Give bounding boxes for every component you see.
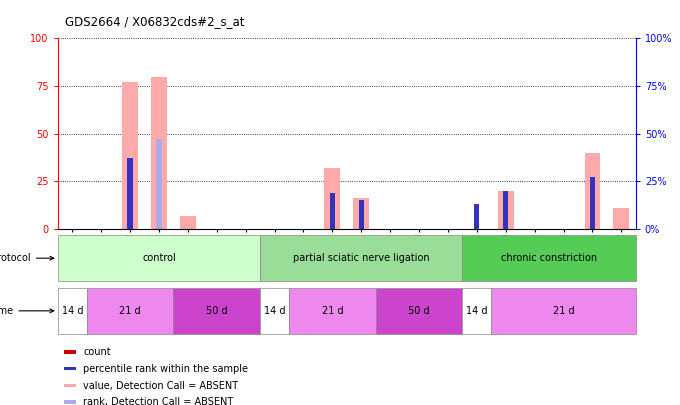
Text: 14 d: 14 d [466,306,488,316]
Bar [260,235,462,281]
Bar [585,153,600,229]
Text: chronic constriction: chronic constriction [501,253,597,263]
Bar [58,288,87,334]
Bar [324,168,340,229]
Bar [180,215,196,229]
Bar [122,82,138,229]
Bar [289,288,376,334]
Bar [376,288,462,334]
Bar [498,191,513,229]
Bar [462,235,636,281]
Text: 21 d: 21 d [119,306,141,316]
Bar [613,208,629,229]
Text: 50 d: 50 d [206,306,228,316]
Text: time: time [0,306,54,316]
Bar [462,288,492,334]
Bar [64,367,76,371]
Bar [87,288,173,334]
Text: count: count [83,347,111,357]
Bar [503,191,509,229]
Bar [354,198,369,229]
Bar [151,77,167,229]
Bar [64,400,76,404]
Text: 14 d: 14 d [61,306,83,316]
Bar [173,288,260,334]
Text: 50 d: 50 d [408,306,430,316]
Text: 21 d: 21 d [322,306,343,316]
Text: value, Detection Call = ABSENT: value, Detection Call = ABSENT [83,381,239,391]
Text: 21 d: 21 d [553,306,575,316]
Bar [474,204,479,229]
Bar [127,158,133,229]
Text: control: control [142,253,176,263]
Bar [58,235,260,281]
Bar [358,200,364,229]
Bar [330,193,335,229]
Bar [64,350,76,354]
Text: partial sciatic nerve ligation: partial sciatic nerve ligation [293,253,430,263]
Text: GDS2664 / X06832cds#2_s_at: GDS2664 / X06832cds#2_s_at [65,15,244,28]
Text: percentile rank within the sample: percentile rank within the sample [83,364,248,374]
Text: rank, Detection Call = ABSENT: rank, Detection Call = ABSENT [83,397,233,405]
Bar [590,177,595,229]
Bar [156,139,162,229]
Bar [64,384,76,388]
Text: protocol: protocol [0,253,54,263]
Bar [260,288,289,334]
Bar [492,288,636,334]
Text: 14 d: 14 d [264,306,286,316]
